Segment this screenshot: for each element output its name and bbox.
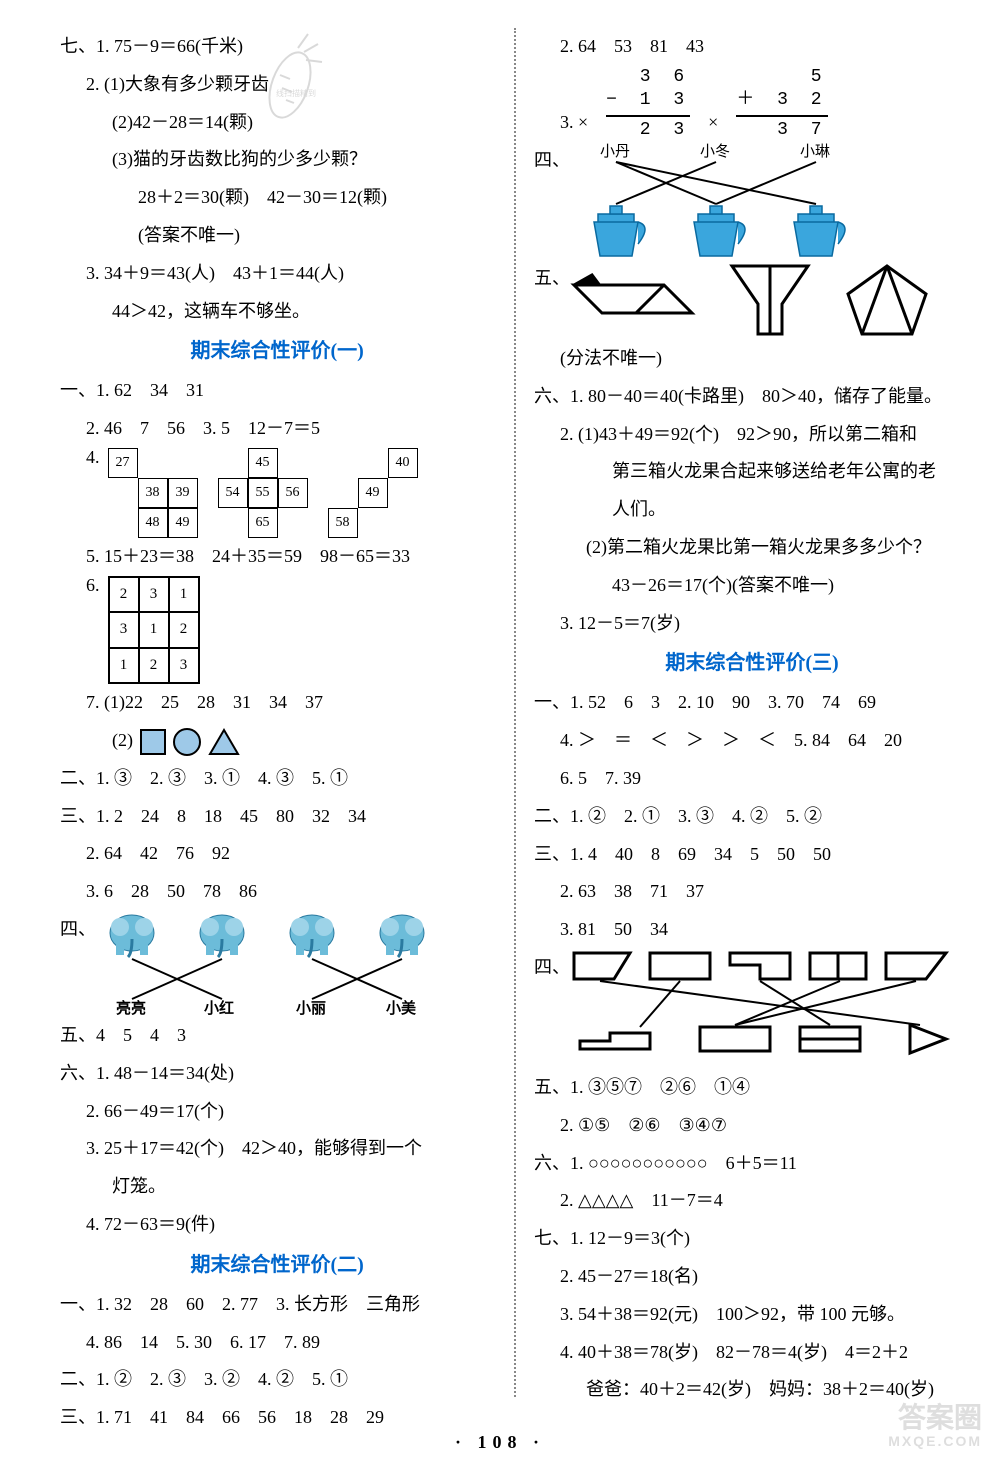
text: 人们。: [534, 491, 970, 529]
svg-text:小丹: 小丹: [600, 143, 630, 160]
text: 2. 66－49＝17(个): [60, 1093, 494, 1131]
text: 4. 72－63＝9(件): [60, 1206, 494, 1244]
text: 2. 46 7 56 3. 5 12－7＝5: [60, 410, 494, 448]
text: 3. 81 50 34: [534, 911, 970, 949]
text: 七、1. 12－9＝3(个): [534, 1220, 970, 1258]
text: 第三箱火龙果合起来够送给老年公寓的老: [534, 453, 970, 491]
text: 4. 40＋38＝78(岁) 82－78＝4(岁) 4＝2＋2: [534, 1334, 970, 1372]
text: 3. 25＋17＝42(个) 42＞40，能够得到一个: [60, 1130, 494, 1168]
page-number: · 108 ·: [0, 1432, 1000, 1453]
text: 3. 34＋9＝43(人) 43＋1＝44(人): [60, 255, 494, 293]
text: 二、1. ③ 2. ③ 3. ① 4. ③ 5. ①: [60, 760, 494, 798]
section-title: 期末综合性评价(一): [60, 330, 494, 372]
carrot-watermark-icon: 线扫描精到: [260, 30, 330, 130]
grid-2: 45 545556 65: [218, 448, 308, 538]
text: 四、: [60, 911, 96, 949]
shapes-row: (2): [60, 722, 494, 760]
text: 六、1. 48－14＝34(处): [60, 1055, 494, 1093]
text: 二、1. ② 2. ① 3. ③ 4. ② 5. ②: [534, 798, 970, 836]
text: 3. 54＋38＝92(元) 100＞92，带 100 元够。: [534, 1296, 970, 1334]
text: 四、: [534, 142, 570, 180]
text: 2. ①⑤ ②⑥ ③④⑦: [534, 1107, 970, 1145]
text: 2. △△△△ 11－7＝4: [534, 1182, 970, 1220]
elephant-matching: 亮亮 小红 小丽 小美: [96, 911, 456, 1017]
text: 44＞42，这辆车不够坐。: [60, 293, 494, 331]
text: (答案不唯一): [60, 217, 494, 255]
svg-text:亮亮: 亮亮: [116, 999, 146, 1017]
text: 3. 12－5＝7(岁): [534, 605, 970, 643]
triangle-icon: [207, 727, 241, 757]
text: 三、1. 4 40 8 69 34 5 50 50: [534, 836, 970, 874]
text: 一、1. 52 6 3 2. 10 90 3. 70 74 69: [534, 684, 970, 722]
section-title: 期末综合性评价(二): [60, 1244, 494, 1286]
text: 4. ＞ ＝ ＜ ＞ ＞ ＜ 5. 84 64 20: [534, 722, 970, 760]
arithmetic-row: 3. × 3 6 − 1 3 2 3 × 5 ＋ 3 2 3 7: [534, 66, 970, 142]
right-column: 2. 64 53 81 43 3. × 3 6 − 1 3 2 3 × 5 ＋ …: [534, 28, 970, 1437]
text: 2. 63 38 71 37: [534, 873, 970, 911]
text: 2. 64 42 76 92: [60, 835, 494, 873]
column-subtraction: 3 6 − 1 3 2 3: [606, 66, 690, 142]
text: 五、4 5 4 3: [60, 1017, 494, 1055]
text: 2. (1)43＋49＝92(个) 92＞90，所以第二箱和: [534, 416, 970, 454]
grid-1: 27 3839 4849: [108, 448, 198, 538]
cup-shape-icon: [726, 260, 816, 340]
text: 28＋2＝30(颗) 42－30＝12(颗): [60, 179, 494, 217]
text: 六、1. 80－40＝40(卡路里) 80＞40，储存了能量。: [534, 378, 970, 416]
section-title: 期末综合性评价(三): [534, 642, 970, 684]
svg-text:小美: 小美: [386, 999, 417, 1017]
text: 3. 6 28 50 78 86: [60, 873, 494, 911]
text: 4. 86 14 5. 30 6. 17 7. 89: [60, 1324, 494, 1362]
shape-matching-diagram: [570, 949, 970, 1069]
text: 2. 45－27＝18(名): [534, 1258, 970, 1296]
pentagon-split-icon: [842, 260, 932, 340]
text: (分法不唯一): [534, 340, 970, 378]
text: 6.: [60, 576, 100, 594]
text: 六、1. ○○○○○○○○○○○ 6＋5＝11: [534, 1145, 970, 1183]
text: 6. 5 7. 39: [534, 760, 970, 798]
parallelogram-split-icon: [570, 265, 700, 335]
circle-icon: [172, 727, 202, 757]
text: (3)猫的牙齿数比狗的少多少颗？: [60, 141, 494, 179]
text: 灯笼。: [60, 1168, 494, 1206]
text: 一、1. 62 34 31: [60, 372, 494, 410]
text: 二、1. ② 2. ③ 3. ② 4. ② 5. ①: [60, 1361, 494, 1399]
text: 5. 15＋23＝38 24＋35＝59 98－65＝33: [60, 538, 494, 576]
text: (2)第二箱火龙果比第一箱火龙果多多少个？: [534, 529, 970, 567]
table-3x3: 231 312 123: [108, 576, 200, 685]
jug-matching: 小丹 小冬 小琳: [570, 142, 890, 260]
text: 爸爸：40＋2＝42(岁) 妈妈：38＋2＝40(岁): [534, 1371, 970, 1409]
text: 一、1. 32 28 60 2. 77 3. 长方形 三角形: [60, 1286, 494, 1324]
column-divider: [504, 28, 524, 1437]
text: 三、1. 2 24 8 18 45 80 32 34: [60, 798, 494, 836]
svg-text:小丽: 小丽: [296, 1000, 326, 1017]
column-addition: 5 ＋ 3 2 3 7: [736, 66, 827, 142]
grid-3: 40 49 58: [328, 448, 418, 538]
svg-text:小红: 小红: [204, 999, 234, 1017]
text: 四、: [534, 949, 570, 987]
text: 2. 64 53 81 43: [534, 28, 970, 66]
text: 43－26＝17(个)(答案不唯一): [534, 567, 970, 605]
text: 五、1. ③⑤⑦ ②⑥ ①④: [534, 1069, 970, 1107]
shapes-division: [570, 260, 932, 340]
text: 五、: [534, 260, 570, 298]
text: 4.: [60, 448, 100, 466]
left-column: 七、1. 75－9＝66(千米) 2. (1)大象有多少颗牙齿 (2)42－28…: [60, 28, 494, 1437]
number-grids: 27 3839 4849 45 545556 65 40 49 58: [108, 448, 418, 538]
text: 7. (1)22 25 28 31 34 37: [60, 684, 494, 722]
svg-text:线扫描精到: 线扫描精到: [276, 88, 316, 98]
square-icon: [138, 727, 168, 757]
svg-text:小琳: 小琳: [800, 143, 830, 160]
svg-text:小冬: 小冬: [700, 143, 730, 160]
